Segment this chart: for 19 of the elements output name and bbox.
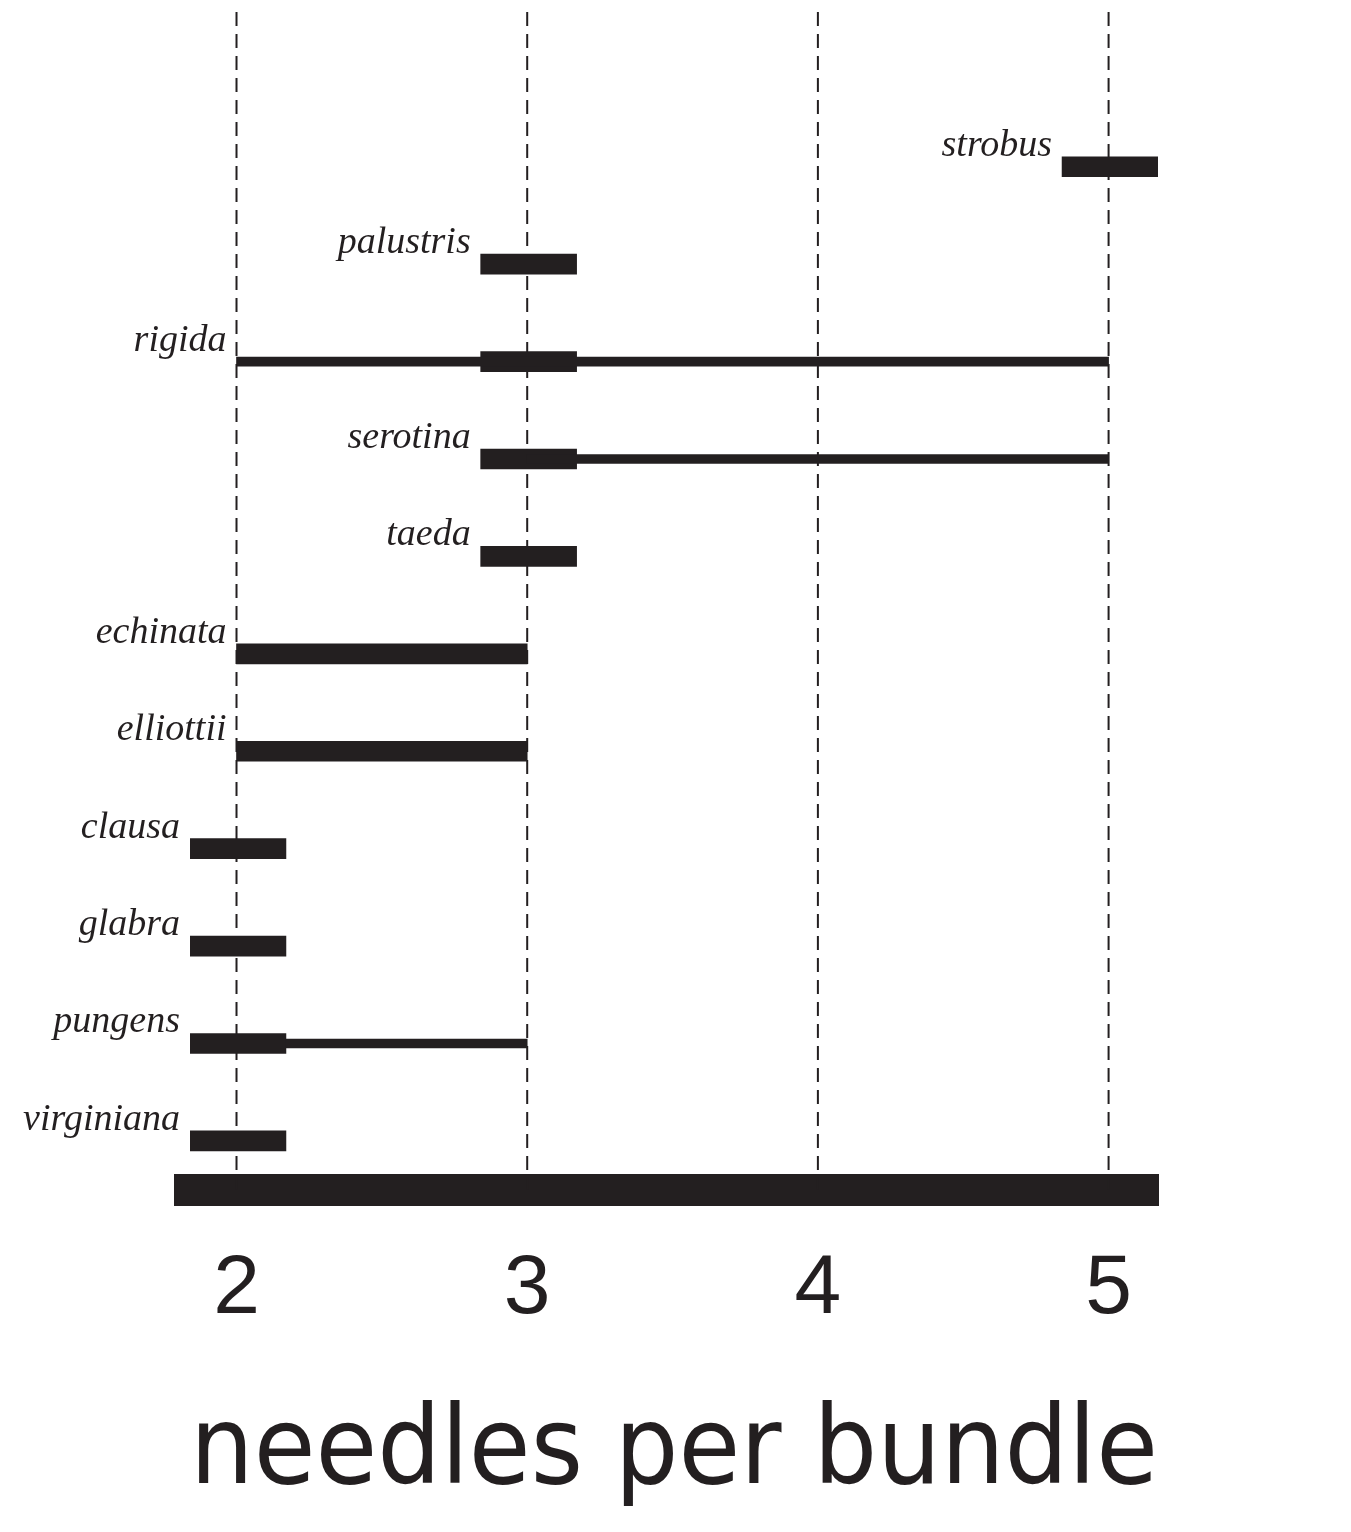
y-tick-label: virginiana (23, 1095, 180, 1138)
x-tick-label: 2 (213, 1237, 260, 1332)
bar (190, 935, 287, 957)
bar (190, 1130, 287, 1152)
y-tick-label: taeda (386, 511, 471, 554)
y-tick-label: elliottii (116, 706, 227, 749)
y-tick-label: palustris (334, 219, 471, 262)
y-tick-label: rigida (133, 316, 227, 359)
y-tick-label: serotina (347, 413, 471, 456)
x-tick-label: 5 (1085, 1237, 1132, 1332)
x-tick-label: 4 (794, 1237, 842, 1332)
y-tick-label: clausa (80, 803, 180, 846)
y-tick-label: pungens (50, 998, 180, 1041)
y-tick-label: glabra (78, 901, 180, 944)
x-axis-title: needles per bundle (190, 1382, 1158, 1510)
y-tick-label: echinata (95, 608, 227, 651)
y-tick-label: strobus (941, 121, 1053, 164)
bar (480, 253, 577, 275)
x-tick-label: 3 (503, 1237, 551, 1332)
